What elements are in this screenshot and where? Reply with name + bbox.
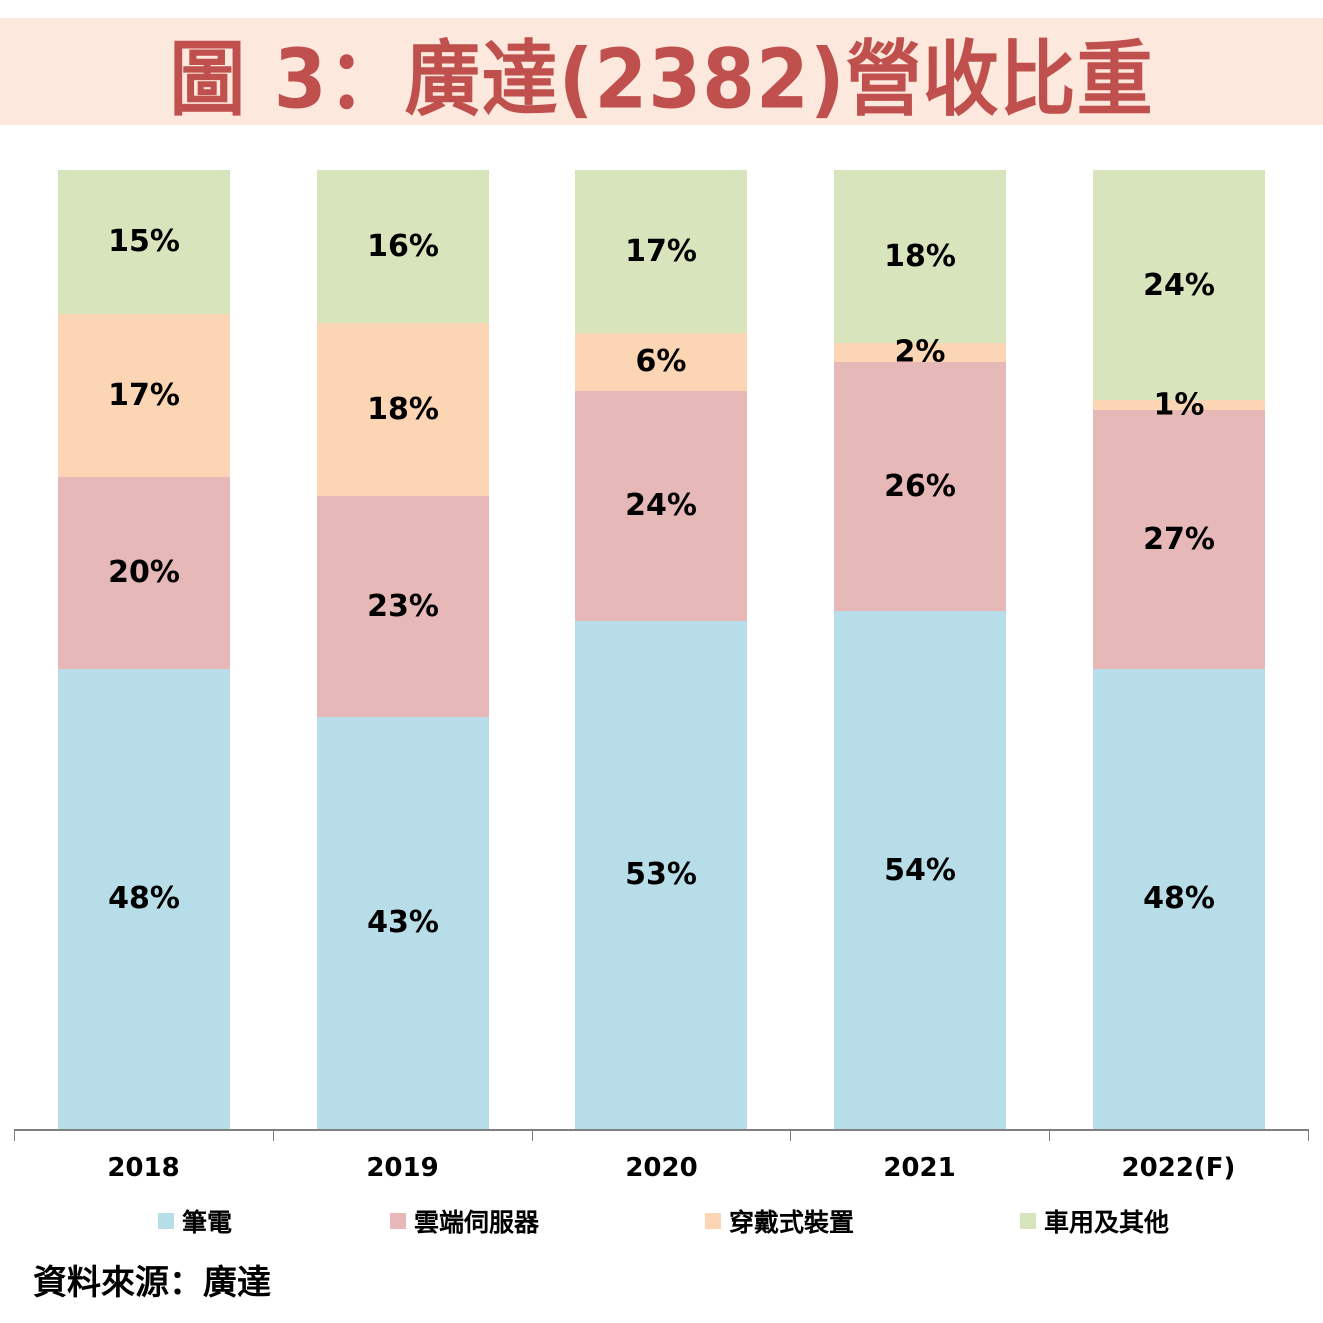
bar-segment: 15%	[58, 170, 230, 314]
data-label: 27%	[1143, 521, 1215, 557]
legend-item: 車用及其他	[1020, 1203, 1169, 1239]
bar-segment: 24%	[1093, 170, 1265, 401]
legend-label: 雲端伺服器	[414, 1208, 540, 1237]
data-label: 16%	[367, 229, 439, 265]
legend-swatch-icon	[705, 1213, 721, 1229]
bar-segment: 2%	[834, 335, 1006, 370]
bar-2018: 15% 17% 20% 48%	[58, 170, 230, 1129]
bar-segment: 26%	[834, 361, 1006, 612]
bar-segment: 53%	[575, 620, 747, 1129]
data-label: 6%	[635, 344, 687, 380]
bar-segment: 27%	[1093, 409, 1265, 669]
bar-segment: 48%	[58, 668, 230, 1129]
data-label: 48%	[1143, 881, 1215, 917]
bar-2019: 16% 18% 23% 43%	[317, 170, 489, 1129]
legend-swatch-icon	[158, 1213, 174, 1229]
bar-segment: 20%	[58, 476, 230, 669]
data-label: 20%	[108, 555, 180, 591]
bar-segment: 17%	[58, 313, 230, 477]
data-label: 53%	[625, 857, 697, 893]
x-axis-tick	[1308, 1129, 1309, 1141]
bar-segment: 24%	[575, 390, 747, 621]
legend-item: 雲端伺服器	[390, 1203, 539, 1239]
bar-2022(F): 24% 1% 27% 48%	[1093, 170, 1265, 1129]
title-band: 圖 3：廣達(2382)營收比重	[0, 18, 1323, 127]
legend-label: 車用及其他	[1044, 1208, 1170, 1237]
chart-title: 圖 3：廣達(2382)營收比重	[169, 30, 1154, 127]
data-label: 24%	[625, 488, 697, 524]
data-label: 54%	[884, 852, 956, 888]
x-axis-label: 2019	[366, 1153, 439, 1183]
data-label: 48%	[108, 881, 180, 917]
data-label: 17%	[108, 377, 180, 413]
x-axis-label: 2018	[107, 1153, 180, 1183]
data-label: 43%	[367, 905, 439, 941]
x-axis-label: 2021	[883, 1153, 956, 1183]
bar-segment: 54%	[834, 611, 1006, 1129]
legend-item: 穿戴式裝置	[705, 1203, 854, 1239]
data-label: 1%	[1153, 387, 1205, 423]
chart-legend: 筆電 雲端伺服器 穿戴式裝置 車用及其他	[0, 1203, 1323, 1243]
x-axis-tick	[14, 1129, 15, 1141]
data-label: 26%	[884, 468, 956, 504]
bar-segment: 23%	[317, 496, 489, 717]
bar-segment: 6%	[575, 333, 747, 391]
x-axis-line	[14, 1129, 1308, 1131]
bar-segment: 1%	[1093, 387, 1265, 422]
data-label: 17%	[625, 234, 697, 269]
bar-segment: 18%	[834, 170, 1006, 343]
bar-segment: 48%	[1093, 668, 1265, 1129]
x-axis-tick	[790, 1129, 791, 1141]
source-note: 資料來源：廣達	[33, 1263, 271, 1303]
x-axis-tick	[1049, 1129, 1050, 1141]
legend-swatch-icon	[390, 1213, 406, 1229]
legend-label: 穿戴式裝置	[729, 1208, 855, 1237]
x-axis-tick	[273, 1129, 274, 1141]
bar-segment: 43%	[317, 716, 489, 1129]
data-label: 18%	[884, 238, 956, 274]
bar-segment: 17%	[575, 170, 747, 334]
data-label: 2%	[894, 334, 946, 370]
bar-2020: 17% 6% 24% 53%	[575, 170, 747, 1129]
bar-2021: 18% 2% 26% 54%	[834, 170, 1006, 1129]
x-axis-tick	[532, 1129, 533, 1141]
x-axis-label: 2022(F)	[1121, 1153, 1236, 1183]
legend-item: 筆電	[158, 1203, 232, 1239]
data-label: 24%	[1143, 267, 1215, 303]
bar-segment: 18%	[317, 323, 489, 497]
data-label: 18%	[367, 392, 439, 428]
data-label: 23%	[367, 588, 439, 624]
bar-segment: 16%	[317, 170, 489, 324]
data-label: 15%	[108, 224, 180, 260]
x-axis-label: 2020	[625, 1153, 698, 1183]
legend-swatch-icon	[1020, 1213, 1036, 1229]
legend-label: 筆電	[182, 1208, 233, 1237]
